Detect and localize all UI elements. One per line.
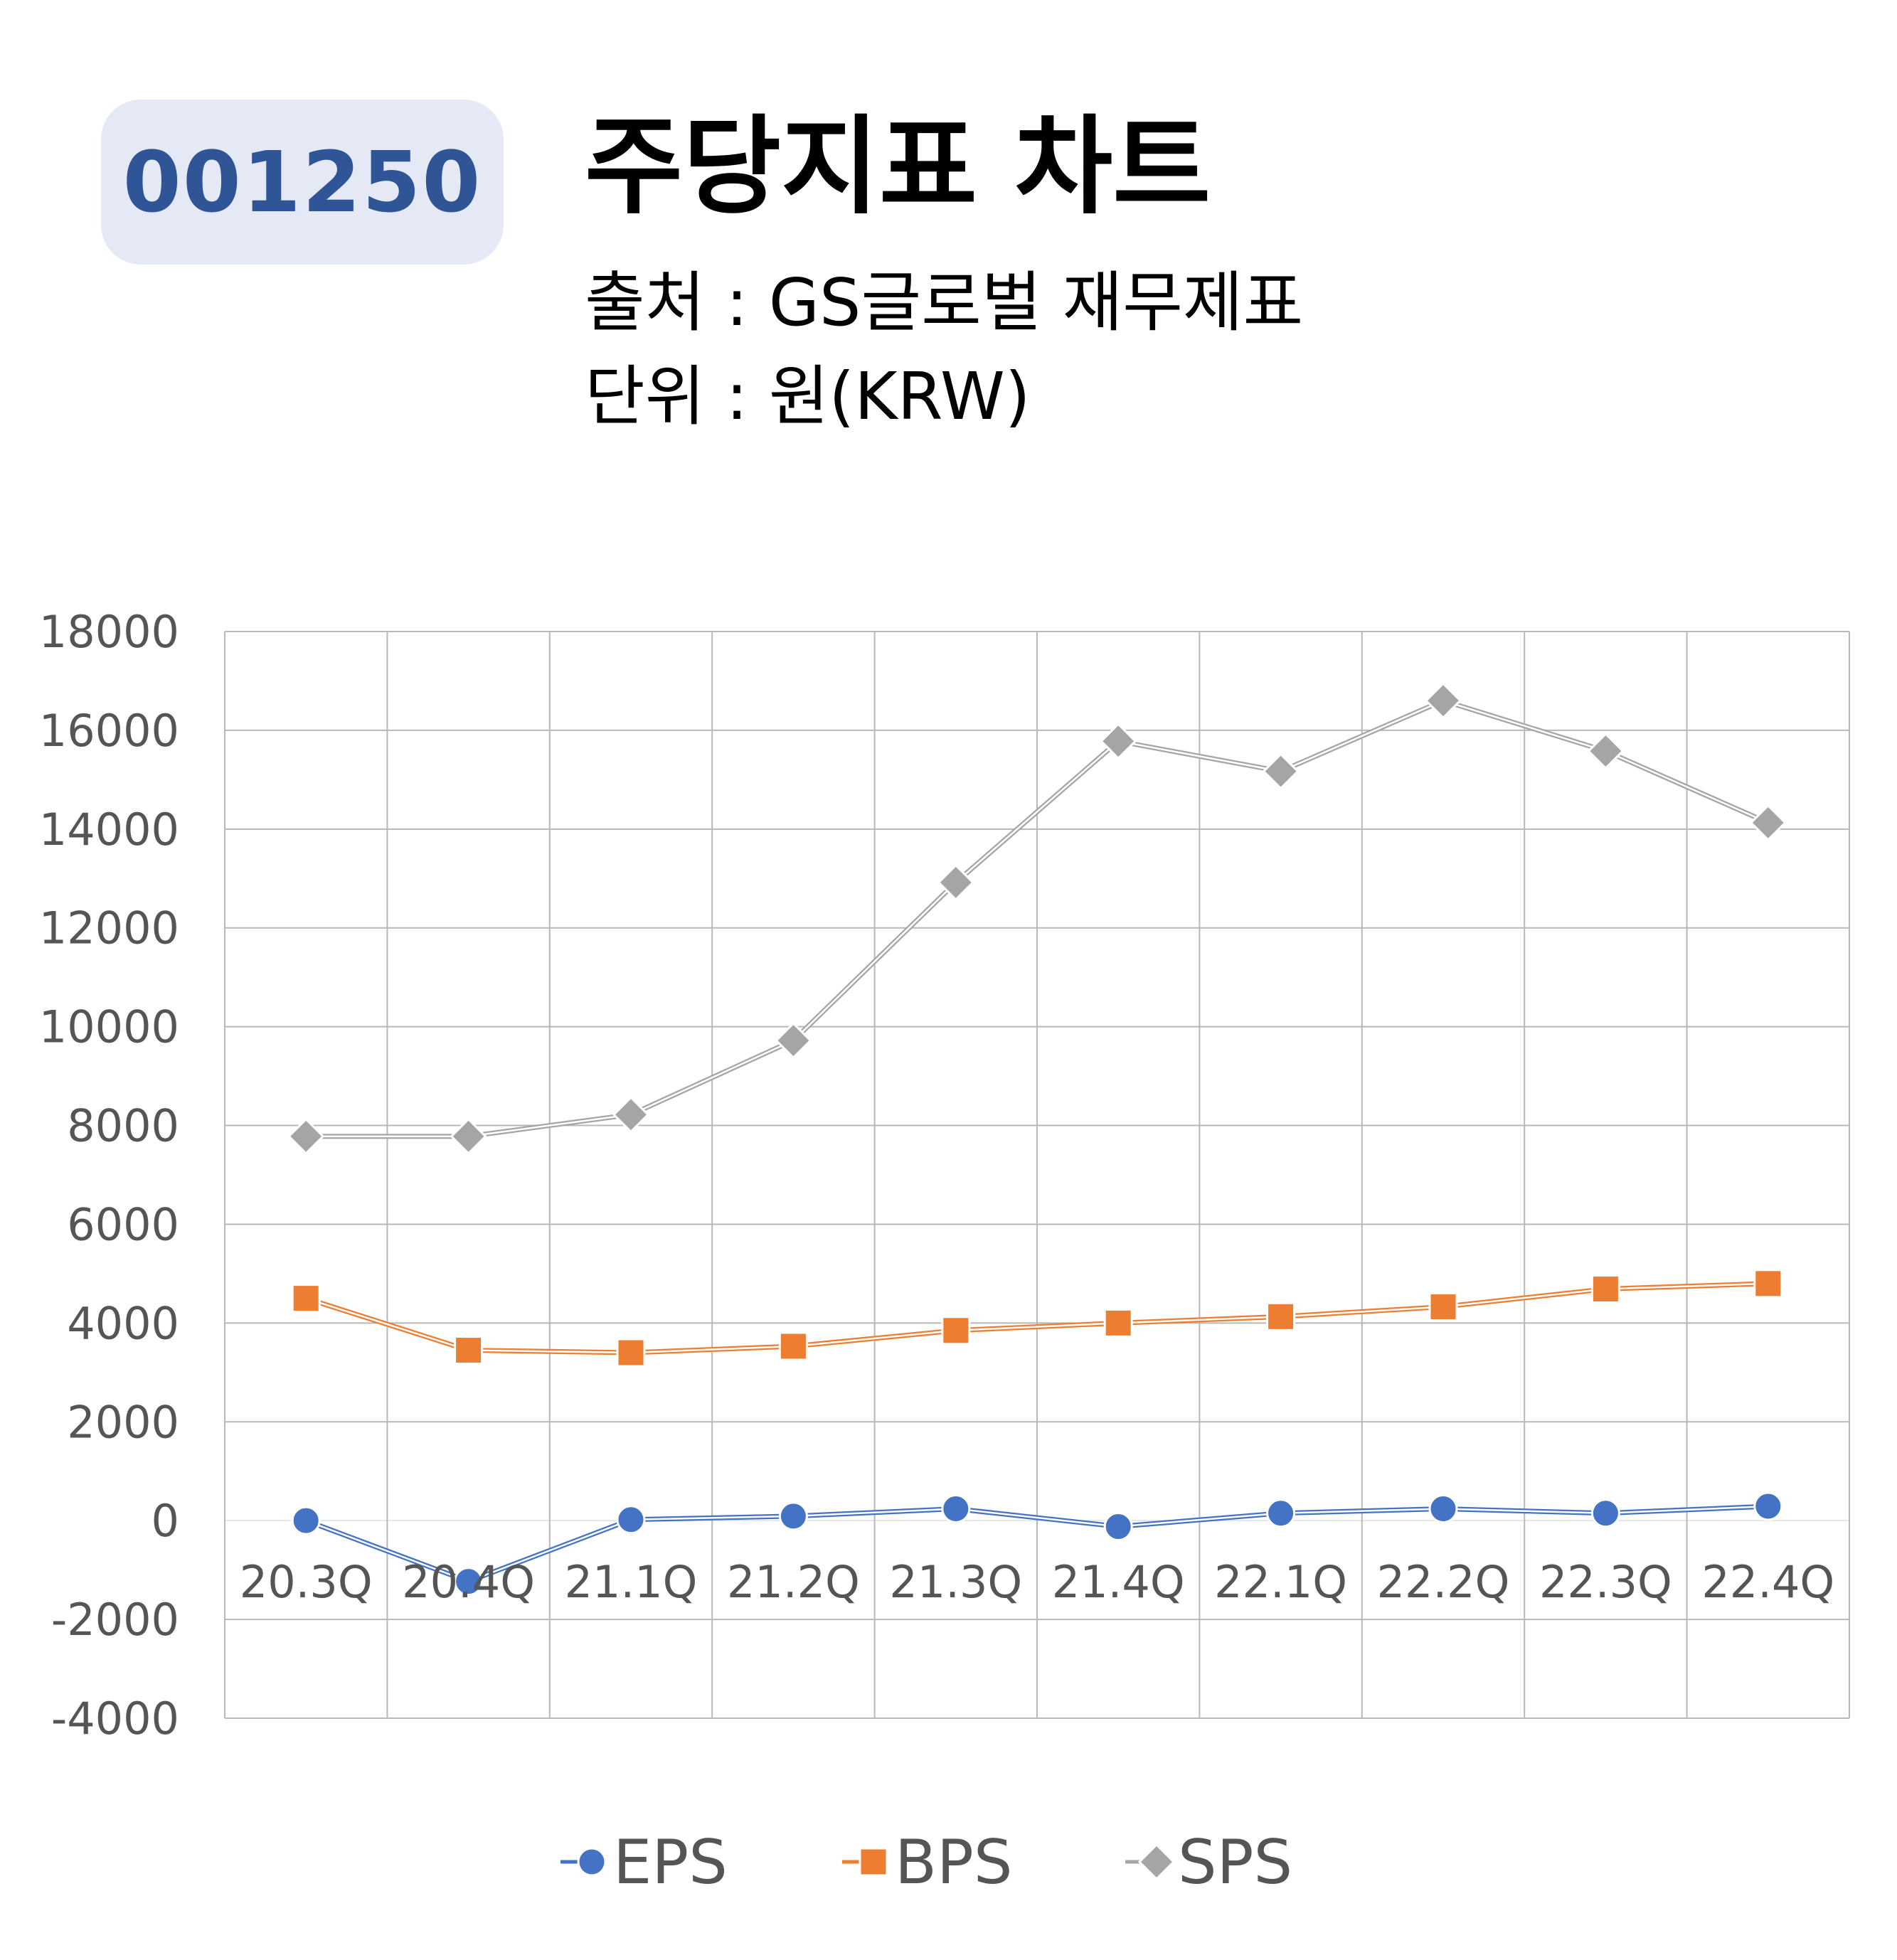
eps-point bbox=[291, 1506, 321, 1535]
legend-label: EPS bbox=[613, 1827, 728, 1898]
sps-point bbox=[612, 1096, 650, 1134]
x-tick-label: 21.4Q bbox=[1052, 1556, 1185, 1608]
series-line-inner bbox=[305, 1505, 1768, 1582]
x-tick-label: 22.1Q bbox=[1214, 1556, 1347, 1608]
bps-point bbox=[1266, 1301, 1296, 1331]
legend-label: BPS bbox=[895, 1827, 1012, 1898]
eps-point bbox=[1590, 1498, 1620, 1528]
y-tick-label: 12000 bbox=[39, 902, 179, 954]
y-tick-label: 14000 bbox=[39, 804, 179, 856]
x-tick-label: 21.2Q bbox=[727, 1556, 860, 1608]
x-tick-label: 22.3Q bbox=[1539, 1556, 1672, 1608]
eps-point bbox=[1428, 1494, 1458, 1524]
y-tick-label: 2000 bbox=[67, 1396, 179, 1448]
series-eps bbox=[291, 1491, 1783, 1597]
x-tick-label: 22.4Q bbox=[1701, 1556, 1834, 1608]
eps-point bbox=[616, 1505, 646, 1535]
legend-item-sps: SPS bbox=[1125, 1827, 1292, 1898]
legend-marker bbox=[577, 1847, 607, 1877]
eps-point bbox=[941, 1494, 971, 1524]
legend-marker bbox=[1137, 1843, 1176, 1881]
x-tick-label: 21.1Q bbox=[565, 1556, 698, 1608]
eps-point bbox=[778, 1501, 808, 1531]
series-sps bbox=[287, 682, 1787, 1155]
stock-code-badge: 001250 bbox=[101, 100, 504, 265]
eps-point bbox=[1103, 1512, 1133, 1542]
eps-point bbox=[454, 1567, 484, 1597]
series-bps bbox=[291, 1269, 1783, 1368]
bps-point bbox=[1103, 1308, 1133, 1338]
sps-point bbox=[1749, 804, 1787, 841]
sps-point bbox=[450, 1117, 487, 1155]
y-tick-label: 4000 bbox=[67, 1297, 179, 1349]
sps-point bbox=[287, 1117, 325, 1155]
x-tick-label: 20.4Q bbox=[402, 1556, 535, 1608]
sps-point bbox=[1424, 682, 1462, 720]
eps-point bbox=[1266, 1498, 1296, 1528]
x-tick-label: 21.3Q bbox=[889, 1556, 1022, 1608]
y-tick-labels: 18000 16000 14000 12000 10000 8000 6000 4000 200… bbox=[39, 606, 179, 1745]
y-tick-label: -4000 bbox=[51, 1693, 179, 1745]
bps-point bbox=[1428, 1291, 1458, 1321]
sps-point bbox=[1262, 752, 1300, 790]
eps-point bbox=[1753, 1491, 1783, 1521]
legend: EPS BPS SPS bbox=[560, 1827, 1292, 1898]
series-line-inner bbox=[306, 699, 1769, 1138]
y-tick-label: 0 bbox=[152, 1495, 179, 1547]
bps-point bbox=[778, 1331, 808, 1361]
grid-layer bbox=[224, 631, 1850, 1719]
legend-marker bbox=[859, 1847, 888, 1877]
x-tick-label: 22.2Q bbox=[1377, 1556, 1510, 1608]
unit-text: 단위 : 원(KRW) bbox=[585, 358, 1031, 435]
sps-point bbox=[775, 1021, 812, 1060]
series-line-inner bbox=[305, 1282, 1768, 1354]
bps-point bbox=[1753, 1269, 1783, 1299]
x-tick-labels: 20.3Q 20.4Q 21.1Q 21.2Q 21.3Q 21.4Q 22.1Q 22.2Q… bbox=[240, 1556, 1834, 1608]
sps-point bbox=[937, 863, 974, 901]
y-tick-label: 8000 bbox=[67, 1100, 179, 1152]
bps-point bbox=[941, 1316, 971, 1346]
y-tick-label: 16000 bbox=[39, 705, 179, 757]
y-tick-label: 6000 bbox=[67, 1198, 179, 1250]
bps-point bbox=[1590, 1274, 1620, 1304]
y-tick-label: 18000 bbox=[39, 606, 179, 658]
series-layer bbox=[287, 682, 1787, 1597]
sps-point bbox=[1100, 723, 1137, 760]
sps-point bbox=[1587, 732, 1625, 770]
bps-point bbox=[291, 1284, 321, 1314]
legend-label: SPS bbox=[1178, 1827, 1292, 1898]
x-tick-label: 20.3Q bbox=[240, 1556, 373, 1608]
y-tick-label: -2000 bbox=[51, 1594, 179, 1646]
legend-item-bps: BPS bbox=[842, 1827, 1012, 1898]
bps-point bbox=[616, 1338, 646, 1368]
bps-point bbox=[454, 1336, 484, 1365]
source-text: 출처 : GS글로벌 재무제표 bbox=[585, 265, 1304, 341]
stock-code: 001250 bbox=[122, 133, 482, 231]
y-tick-label: 10000 bbox=[39, 1001, 179, 1053]
chart-title: 주당지표 차트 bbox=[585, 105, 1211, 229]
legend-item-eps: EPS bbox=[560, 1827, 728, 1898]
